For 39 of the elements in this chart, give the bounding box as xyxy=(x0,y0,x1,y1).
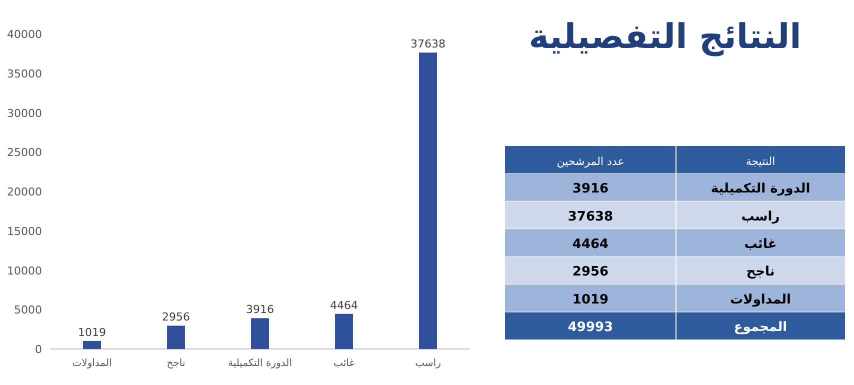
bar xyxy=(419,52,437,349)
bar xyxy=(335,314,353,349)
text: المداولات xyxy=(730,292,791,308)
text: النتيجة xyxy=(746,154,776,168)
text: عدد المرشحين xyxy=(556,154,624,168)
bar xyxy=(251,318,269,349)
text: 3916 xyxy=(572,182,609,197)
data-label: 2956 xyxy=(162,310,190,324)
x-tick-label: ناجح xyxy=(166,358,186,369)
y-tick-label: 35000 xyxy=(7,67,42,80)
x-tick-label: الدورة التكميلية xyxy=(228,358,292,369)
y-tick-label: 10000 xyxy=(7,264,42,278)
text: 37638 xyxy=(568,209,614,224)
text: الدورة التكميلية xyxy=(710,182,810,197)
text: 1019 xyxy=(572,292,609,308)
text: غائب xyxy=(744,237,777,252)
y-tick-label: 25000 xyxy=(7,146,42,160)
x-tick-label: غائب xyxy=(334,358,354,369)
y-tick-label: 0 xyxy=(35,343,42,356)
x-tick-label: المداولات xyxy=(72,358,112,369)
data-label: 4464 xyxy=(330,298,358,312)
y-tick-label: 5000 xyxy=(14,304,42,317)
text: 4464 xyxy=(572,237,609,252)
y-tick-label: 30000 xyxy=(7,106,42,120)
y-tick-label: 15000 xyxy=(7,224,42,238)
text: 2956 xyxy=(572,264,609,280)
text: النتائج التفصيلية xyxy=(528,17,802,57)
text: المجموع xyxy=(734,320,788,336)
y-tick-label: 20000 xyxy=(7,186,42,198)
text: ناجح xyxy=(746,264,775,280)
bar xyxy=(83,340,101,349)
y-tick-label: 40000 xyxy=(7,28,42,41)
data-label: 37638 xyxy=(410,38,446,51)
data-label: 1019 xyxy=(78,326,106,339)
text: راسب xyxy=(741,209,780,224)
x-tick-label: راسب xyxy=(415,358,442,369)
data-label: 3916 xyxy=(246,303,274,316)
text: 49993 xyxy=(568,320,614,336)
bar xyxy=(167,326,185,349)
